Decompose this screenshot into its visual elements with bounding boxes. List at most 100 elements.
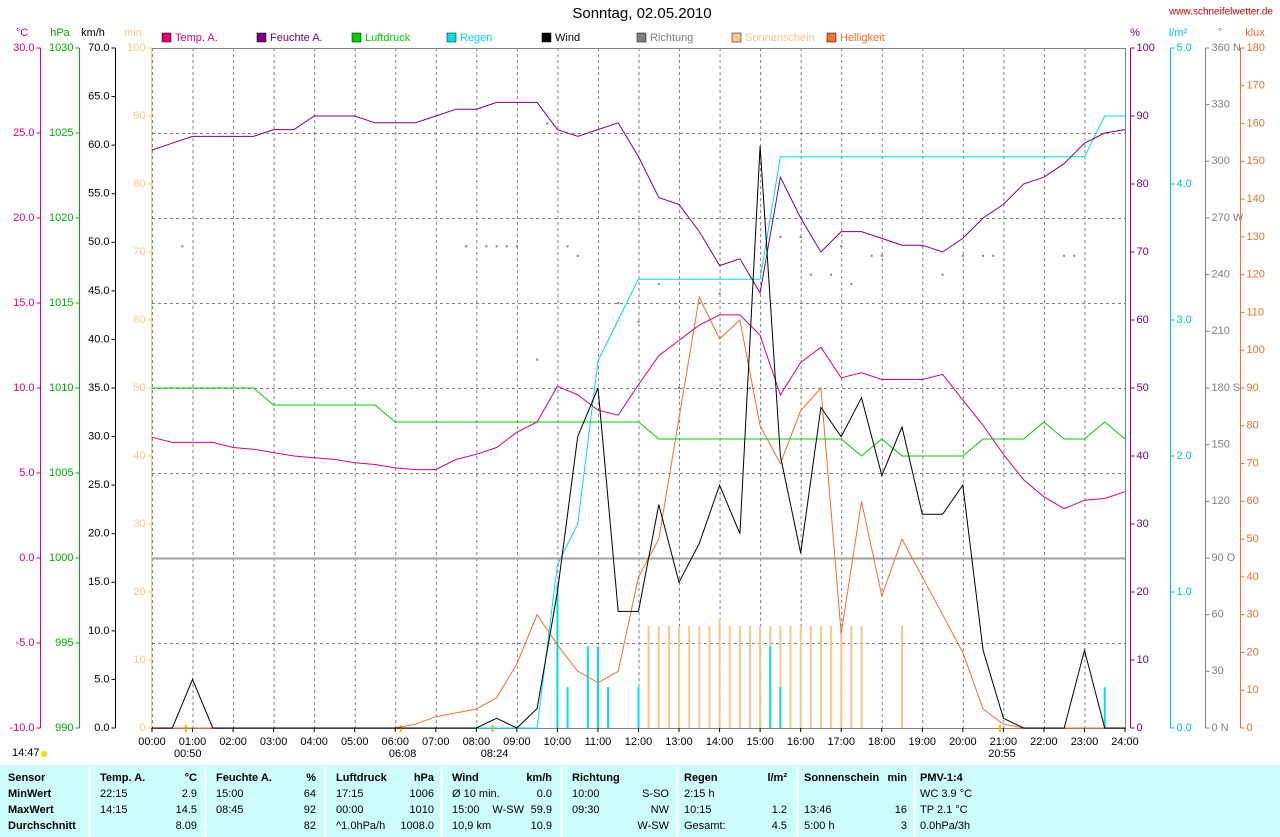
y-tick-label: 100 (1137, 42, 1155, 54)
y-tick-label: 2.0 (1177, 450, 1192, 462)
y-tick-label: 1005 (49, 467, 73, 479)
moon-icon (41, 751, 47, 757)
x-tick-label: 04:00 (300, 736, 328, 748)
direction-dot (505, 245, 508, 248)
y-tick-label: 0 (139, 722, 145, 734)
y-axis-title: % (1130, 27, 1140, 39)
legend-swatch (636, 32, 647, 43)
y-tick-label: 30.0 (13, 42, 34, 54)
direction-dot (546, 122, 549, 125)
x-tick-label: 20:00 (949, 736, 977, 748)
direction-dot (870, 254, 873, 257)
y-tick-label: 10.0 (88, 625, 109, 637)
table-cell: km/h (526, 772, 552, 784)
y-tick-label: 10 (1247, 684, 1259, 696)
y-tick-label: 40 (1247, 571, 1259, 583)
y-tick-label: 35.0 (88, 382, 109, 394)
table-cell: 59.9 (531, 804, 552, 816)
table-cell: 17:15 (336, 788, 364, 800)
y-tick-label: 150 (1212, 439, 1230, 451)
direction-dot (617, 302, 620, 304)
direction-dot (536, 358, 539, 361)
y-axis-title: ° (1218, 27, 1222, 39)
table-cell: 00:00 (336, 804, 364, 816)
y-tick-label: 100 (1247, 344, 1265, 356)
y-tick-label: 1010 (49, 382, 73, 394)
direction-dot (718, 292, 721, 295)
y-tick-label: -5.0 (16, 637, 35, 649)
y-tick-label: 30 (1247, 609, 1259, 621)
y-tick-label: -10.0 (9, 722, 34, 734)
series-line (151, 314, 1126, 510)
y-tick-label: 70 (1247, 457, 1259, 469)
table-cell: NW (651, 804, 670, 816)
table-cell: 08:45 (216, 804, 244, 816)
series-line (152, 146, 1125, 729)
x-tick-label: 24:00 (1111, 736, 1139, 748)
rain-bar (566, 687, 569, 728)
x-tick-label: 13:00 (665, 736, 693, 748)
y-tick-label: 1030 (49, 42, 73, 54)
legend-label: Sonnenschein (745, 32, 815, 44)
table-cell: 5:00 h (804, 820, 835, 832)
table-cell: 0.0hPa/3h (920, 820, 970, 832)
y-tick-label: 0 (1137, 722, 1143, 734)
y-tick-label: 20.0 (88, 528, 109, 540)
timestamp: 14:47 (12, 747, 40, 759)
row-label: Durchschnitt (8, 820, 76, 832)
row-label: MinWert (8, 788, 52, 800)
x-tick-label: 10:00 (544, 736, 572, 748)
y-tick-label: 50 (1247, 533, 1259, 545)
y-tick-label: 990 (55, 722, 73, 734)
y-tick-label: 110 (1247, 306, 1265, 318)
sunshine-bar (688, 626, 691, 728)
x-tick-label: 07:00 (422, 736, 450, 748)
x-tick-label: 23:00 (1071, 736, 1099, 748)
y-tick-label: 40.0 (88, 333, 109, 345)
marker-label: 08:24 (481, 748, 509, 760)
y-tick-label: 25.0 (13, 127, 34, 139)
table-cell: hPa (414, 772, 435, 784)
series-line (152, 387, 1126, 457)
table-cell: 4.5 (772, 820, 787, 832)
y-tick-label: 50 (1137, 382, 1149, 394)
sunshine-bar (647, 626, 650, 728)
legend-label: Helligkeit (840, 32, 885, 44)
legend-label: Temp. A. (175, 32, 218, 44)
y-tick-label: 90 (1247, 382, 1259, 394)
sunshine-bar (840, 626, 843, 728)
direction-dot (657, 283, 660, 286)
y-tick-label: 20 (1137, 586, 1149, 598)
sunshine-bar (901, 626, 904, 728)
table-cell: 14:15 (100, 804, 128, 816)
series-line (151, 101, 1126, 295)
table-cell: 15:00 (216, 788, 244, 800)
y-tick-label: 0.0 (94, 722, 109, 734)
table-cell: W-SW (492, 804, 524, 816)
x-tick-label: 09:00 (503, 736, 531, 748)
sunshine-bar (799, 626, 802, 728)
legend-swatch (351, 32, 362, 43)
x-tick-label: 08:00 (463, 736, 491, 748)
y-tick-label: 80 (1137, 178, 1149, 190)
direction-dot (799, 235, 802, 238)
legend-label: Regen (460, 32, 492, 44)
y-tick-label: 5.0 (1177, 42, 1192, 54)
x-tick-label: 12:00 (625, 736, 653, 748)
x-tick-label: 05:00 (341, 736, 369, 748)
table-cell: ^1.0hPa/h (336, 820, 385, 832)
direction-dot (809, 273, 812, 276)
y-tick-label: 60 (1247, 495, 1259, 507)
table-cell: Sensor (8, 772, 46, 784)
table-cell: 92 (304, 804, 316, 816)
y-tick-label: 90 O (1212, 552, 1236, 564)
table-cell: PMV-1:4 (920, 772, 964, 784)
y-tick-label: 20.0 (13, 212, 34, 224)
y-tick-label: 130 (1247, 231, 1265, 243)
x-tick-label: 02:00 (219, 736, 247, 748)
y-tick-label: 120 (1247, 269, 1265, 281)
table-cell: 14.5 (176, 804, 197, 816)
table-cell: 09:30 (572, 804, 600, 816)
table-cell: min (887, 772, 907, 784)
y-tick-label: 360 N (1212, 42, 1241, 54)
